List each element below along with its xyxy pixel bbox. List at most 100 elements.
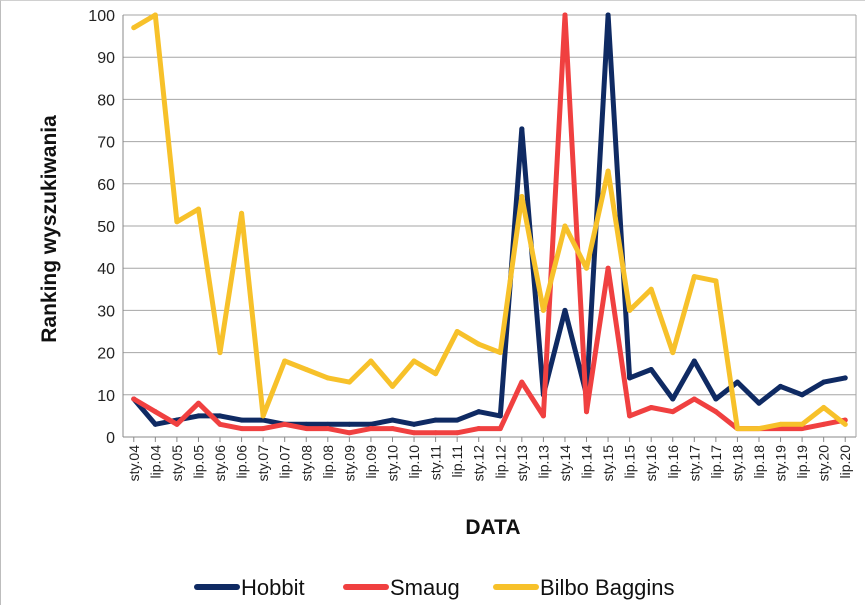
x-tick-label: sty.05	[169, 445, 185, 482]
data-point	[476, 426, 482, 432]
data-point	[497, 413, 503, 419]
data-point	[713, 409, 719, 415]
x-tick-label: sty.14	[557, 445, 573, 482]
x-tick-label: lip.13	[535, 445, 551, 479]
data-point	[691, 358, 697, 364]
data-point	[519, 379, 525, 385]
data-point	[411, 358, 417, 364]
data-point	[303, 426, 309, 432]
x-tick-label: sty.10	[384, 445, 400, 482]
data-point	[476, 409, 482, 415]
legend: Hobbit Smaug Bilbo Baggins	[194, 575, 675, 600]
data-point	[605, 168, 611, 174]
data-point	[821, 421, 827, 427]
data-point	[627, 413, 633, 419]
data-point	[497, 426, 503, 432]
data-point	[433, 417, 439, 423]
data-point	[756, 426, 762, 432]
data-point	[152, 409, 158, 415]
x-tick-label: sty.12	[471, 445, 487, 482]
data-point	[174, 219, 180, 225]
y-tick-label: 0	[106, 430, 115, 447]
data-point	[627, 375, 633, 381]
y-tick-label: 20	[97, 346, 115, 363]
data-point	[303, 421, 309, 427]
x-tick-label: sty.13	[514, 445, 530, 482]
data-point	[433, 430, 439, 436]
y-tick-label: 60	[97, 177, 115, 194]
x-tick-label: lip.14	[579, 445, 595, 479]
x-tick-label: sty.04	[126, 445, 142, 482]
data-point	[778, 421, 784, 427]
legend-label: Hobbit	[241, 575, 305, 600]
x-tick-label: lip.11	[449, 445, 465, 478]
data-point	[497, 350, 503, 356]
x-tick-label: sty.18	[729, 445, 745, 482]
data-point	[670, 350, 676, 356]
data-point	[842, 375, 848, 381]
data-point	[778, 426, 784, 432]
data-point	[454, 329, 460, 334]
data-point	[605, 12, 611, 18]
data-point	[346, 379, 352, 385]
series-line-bilbo-baggins	[131, 12, 848, 432]
data-point	[713, 278, 719, 284]
data-point	[821, 379, 827, 385]
series-line-hobbit	[131, 12, 848, 427]
data-point	[239, 210, 245, 216]
data-point	[713, 396, 719, 402]
x-tick-label: lip.06	[234, 445, 250, 479]
legend-label: Bilbo Baggins	[540, 575, 675, 600]
data-point	[519, 193, 525, 199]
x-tick-label: sty.16	[643, 445, 659, 482]
data-point	[195, 400, 201, 406]
data-point	[368, 426, 374, 432]
data-point	[325, 375, 331, 381]
data-point	[260, 413, 266, 419]
data-point	[303, 366, 309, 372]
data-point	[217, 413, 223, 419]
data-point	[195, 206, 201, 212]
data-point	[648, 366, 654, 372]
x-tick-label: lip.04	[147, 445, 163, 479]
x-tick-label: sty.06	[212, 445, 228, 482]
data-point	[842, 421, 848, 427]
x-tick-label: lip.12	[492, 445, 508, 479]
data-point	[670, 409, 676, 415]
data-point	[217, 350, 223, 356]
data-point	[411, 430, 417, 436]
x-tick-label: sty.09	[341, 445, 357, 482]
data-point	[670, 396, 676, 402]
y-tick-label: 90	[97, 50, 115, 67]
data-point	[389, 383, 395, 389]
data-point	[433, 371, 439, 377]
data-point	[260, 426, 266, 432]
data-point	[174, 421, 180, 427]
x-tick-label: lip.19	[794, 445, 810, 479]
data-point	[476, 341, 482, 347]
data-point	[799, 392, 805, 398]
x-tick-label: sty.11	[428, 445, 444, 480]
x-tick-label: lip.20	[837, 445, 853, 479]
y-tick-label: 80	[97, 92, 115, 109]
series-lines	[131, 12, 848, 436]
x-tick-label: sty.15	[600, 445, 616, 482]
x-tick-label: sty.20	[816, 445, 832, 482]
x-tick-label: lip.18	[751, 445, 767, 479]
y-tick-label: 70	[97, 135, 115, 152]
data-point	[691, 396, 697, 402]
data-point	[282, 421, 288, 427]
y-tick-label: 30	[97, 303, 115, 320]
y-tick-label: 40	[97, 261, 115, 278]
data-point	[411, 421, 417, 427]
data-point	[346, 421, 352, 427]
data-point	[562, 307, 568, 313]
data-point	[584, 265, 590, 271]
data-point	[648, 286, 654, 292]
y-axis-label: Ranking wyszukiwania	[38, 115, 61, 343]
data-point	[239, 426, 245, 432]
data-point	[540, 307, 546, 313]
x-tick-label: lip.08	[320, 445, 336, 479]
x-tick-label: sty.19	[773, 445, 789, 482]
